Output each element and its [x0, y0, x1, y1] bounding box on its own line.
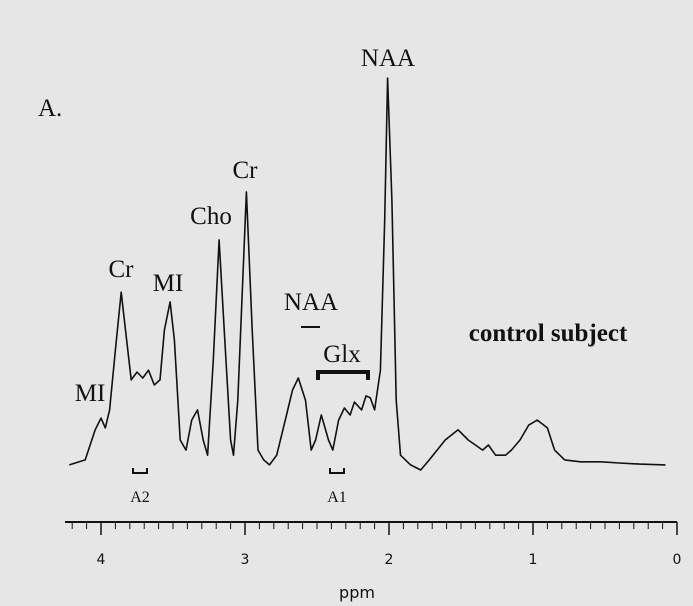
peak-label: A2: [130, 489, 150, 506]
peak-label: Cho: [190, 203, 232, 230]
peak-label: control subject: [469, 320, 628, 347]
x-tick-label: 3: [241, 552, 250, 568]
peak-label: A1: [327, 489, 347, 506]
brackets: [132, 326, 370, 474]
peak-label: Cr: [233, 157, 259, 184]
x-tick-label: 2: [385, 552, 394, 568]
peak-label: Cr: [109, 256, 135, 283]
a2-bracket: [132, 468, 148, 474]
x-tick-label: 1: [529, 552, 538, 568]
peak-label: Glx: [323, 341, 361, 368]
peak-label: NAA: [361, 45, 415, 72]
peak-label: MI: [153, 270, 184, 297]
x-tick-label: 0: [673, 552, 682, 568]
peak-label: MI: [75, 380, 106, 407]
spectrum-line: [69, 77, 666, 471]
x-tick-label: 4: [97, 552, 106, 568]
peak-label: NAA: [284, 289, 338, 316]
x-axis-label: ppm: [339, 583, 375, 602]
glx-bracket: [316, 370, 370, 380]
panel-label: A.: [38, 95, 62, 122]
a1-bracket: [329, 468, 345, 474]
